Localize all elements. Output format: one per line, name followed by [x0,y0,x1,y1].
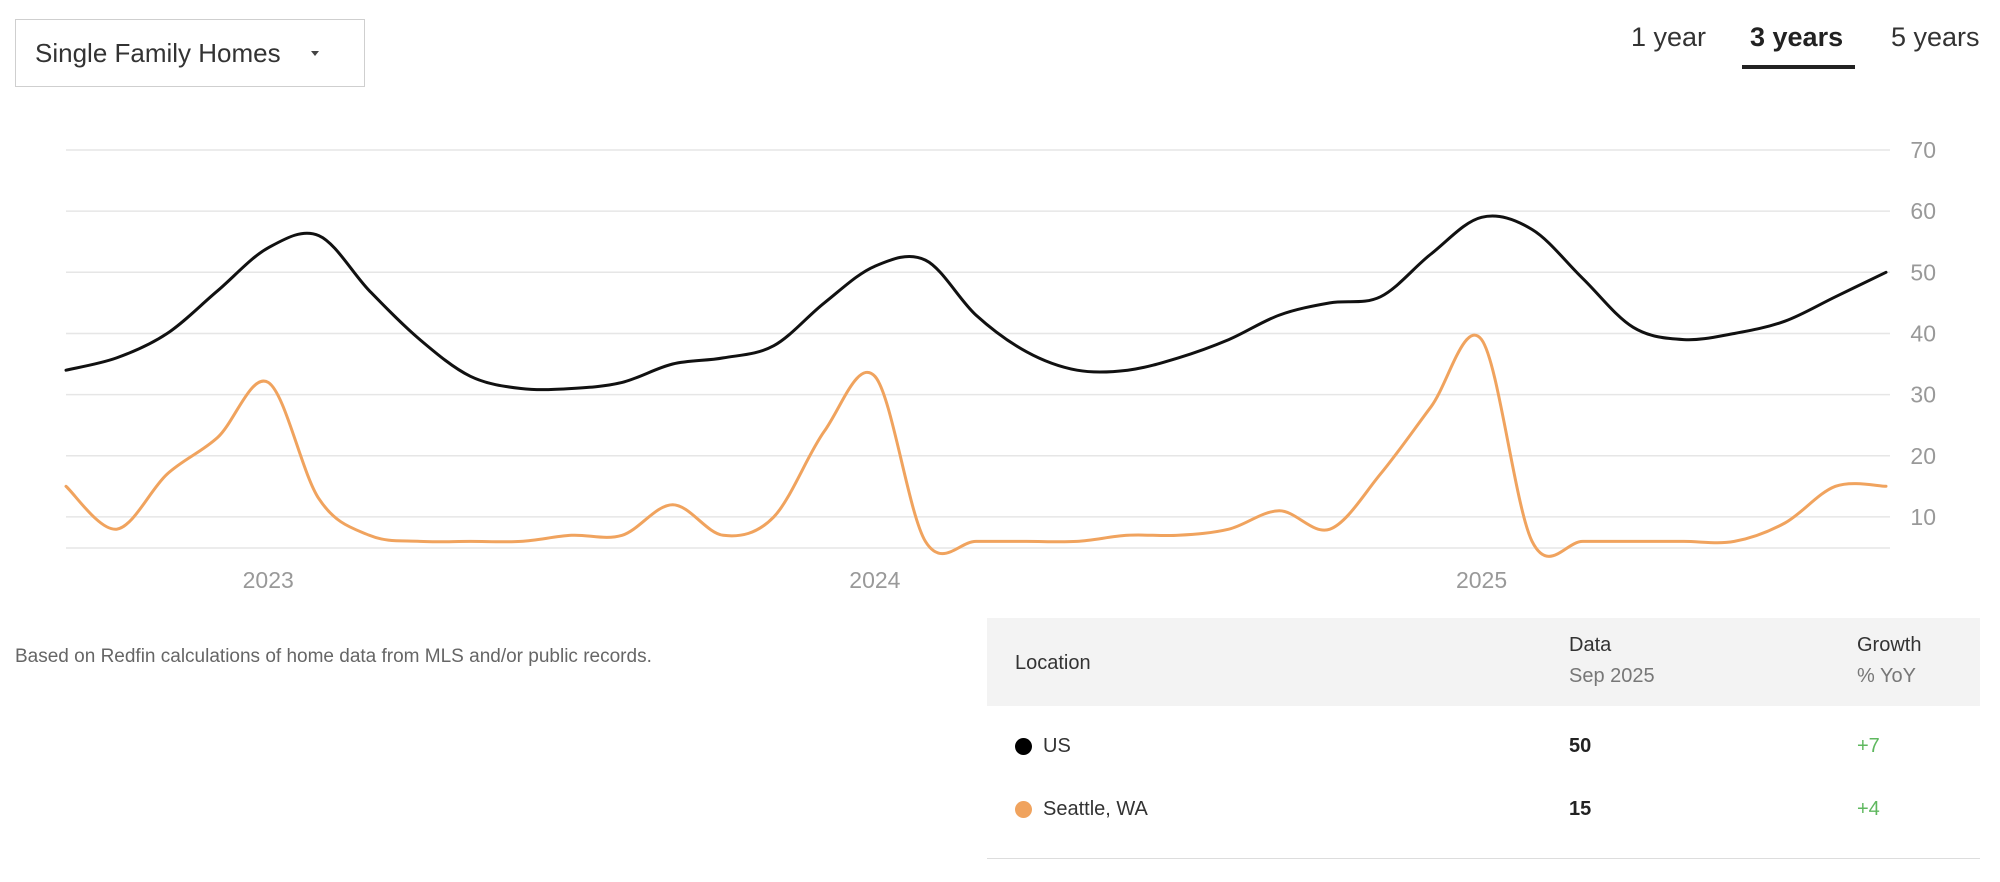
comparison-table: Location Data Sep 2025 Growth % YoY US 5… [987,618,1980,861]
active-tab-underline [1742,65,1855,69]
y-tick-label: 50 [1910,259,1936,285]
row-value: 50 [1569,735,1592,757]
tab-5-years[interactable]: 5 years [1891,22,1980,52]
row-growth: +4 [1857,798,1880,820]
header-data: Data [1569,634,1612,656]
x-tick-label: 2024 [849,567,900,593]
y-tick-label: 30 [1910,382,1936,408]
y-tick-label: 10 [1910,504,1936,530]
table-bottom-border [987,858,1980,859]
home-type-dropdown[interactable]: Single Family Homes [15,19,365,87]
series-line-us [64,214,1888,392]
series-line-seattle-wa [64,333,1888,558]
header-growth-unit: % YoY [1857,665,1916,687]
tab-3-years[interactable]: 3 years [1750,22,1844,52]
dropdown-label: Single Family Homes [35,37,281,68]
y-tick-label: 60 [1910,198,1936,224]
row-location: Seattle, WA [1043,798,1148,820]
y-tick-label: 40 [1910,320,1936,346]
line-chart: 10 20 30 40 50 60 70 2023 2024 2025 [64,137,1936,593]
x-tick-label: 2023 [243,567,294,593]
header-location: Location [1015,652,1091,674]
footnote: Based on Redfin calculations of home dat… [15,646,652,667]
row-growth: +7 [1857,735,1880,757]
x-tick-label: 2025 [1456,567,1507,593]
table-row: US 50 +7 [987,717,1980,779]
table-header: Location Data Sep 2025 Growth % YoY [987,618,1980,706]
legend-dot-seattle [1015,801,1032,818]
caret-down-icon [310,50,319,56]
tab-1-year[interactable]: 1 year [1631,22,1707,52]
y-tick-label: 70 [1910,137,1936,163]
table-row: Seattle, WA 15 +4 [987,780,1980,842]
row-location: US [1043,735,1071,757]
row-value: 15 [1569,798,1592,820]
y-tick-label: 20 [1910,443,1936,469]
legend-dot-us [1015,738,1032,755]
header-growth: Growth [1857,634,1922,656]
header-data-period: Sep 2025 [1569,665,1655,687]
